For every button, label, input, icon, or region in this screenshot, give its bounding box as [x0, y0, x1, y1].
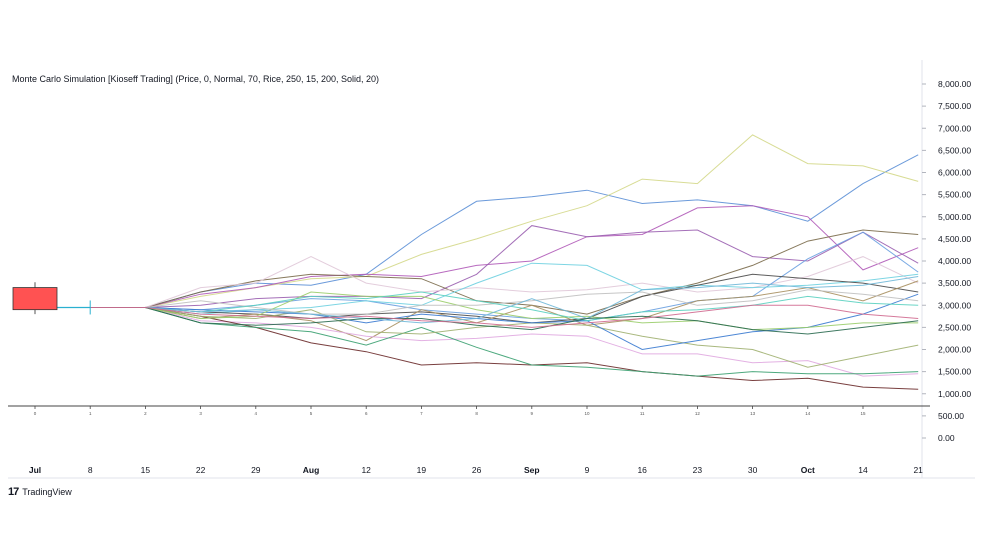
price-candle — [12, 287, 58, 311]
y-tick-label: 7,000.00 — [938, 123, 971, 133]
y-tick-label: 4,000.00 — [938, 256, 971, 266]
y-tick-label: 5,500.00 — [938, 190, 971, 200]
x-date-label: 21 — [913, 465, 923, 475]
step-tick-label: 13 — [750, 411, 756, 416]
step-tick-label: 7 — [420, 411, 423, 416]
x-date-label: Oct — [801, 465, 815, 475]
simulation-path-6 — [90, 256, 919, 308]
tradingview-name: TradingView — [22, 487, 72, 497]
step-tick-label: 2 — [144, 411, 147, 416]
simulation-path-7 — [90, 231, 919, 322]
x-date-label: 30 — [748, 465, 758, 475]
simulation-path-21 — [90, 304, 919, 328]
x-date-label: 22 — [196, 465, 206, 475]
simulation-path-1 — [90, 154, 919, 308]
simulation-path-9 — [90, 273, 919, 324]
step-tick-label: 8 — [475, 411, 478, 416]
y-tick-label: 8,000.00 — [938, 79, 971, 89]
candle-layer — [12, 282, 91, 315]
tradingview-logo: 17 — [8, 486, 19, 498]
step-tick-label: 6 — [365, 411, 368, 416]
step-tick-label: 9 — [531, 411, 534, 416]
tradingview-branding[interactable]: 17 TradingView — [8, 486, 72, 498]
simulation-path-17 — [90, 289, 919, 315]
chart-title: Monte Carlo Simulation [Kioseff Trading]… — [12, 74, 380, 84]
x-date-label: 14 — [858, 465, 868, 475]
step-tick-label: 12 — [695, 411, 701, 416]
y-tick-label: 1,000.00 — [938, 389, 971, 399]
y-tick-label: 0.00 — [938, 433, 955, 443]
x-axis: Jul 8 15 22 29 Aug 12 19 26 Sep 9 16 23 30 Oct 14 21 — [29, 465, 923, 475]
simulation-path-20 — [90, 307, 919, 335]
x-date-label: 29 — [251, 465, 261, 475]
x-date-label: Aug — [303, 465, 320, 475]
step-tick-label: 1 — [89, 411, 92, 416]
step-tick-label: 3 — [199, 411, 202, 416]
y-tick-label: 3,000.00 — [938, 300, 971, 310]
step-tick-label: 14 — [805, 411, 811, 416]
step-tick-label: 5 — [310, 411, 313, 416]
simulation-path-4 — [90, 225, 919, 308]
y-tick-label: 500.00 — [938, 411, 964, 421]
y-tick-label: 1,500.00 — [938, 367, 971, 377]
y-tick-label: 7,500.00 — [938, 101, 971, 111]
x-date-label: 12 — [361, 465, 371, 475]
y-tick-label: 5,000.00 — [938, 212, 971, 222]
simulation-path-2 — [90, 134, 919, 308]
step-tick-label: 4 — [255, 411, 258, 416]
step-tick-label: 15 — [860, 411, 866, 416]
x-date-label: 23 — [693, 465, 703, 475]
x-date-label: Jul — [29, 465, 41, 475]
y-tick-label: 6,500.00 — [938, 145, 971, 155]
y-tick-label: 4,500.00 — [938, 234, 971, 244]
chart-frame-lines — [8, 60, 975, 479]
simulation-path-3 — [90, 205, 919, 308]
step-tick-label: 0 — [34, 411, 37, 416]
y-tick-label: 2,000.00 — [938, 345, 971, 355]
x-date-label: 15 — [141, 465, 151, 475]
simulation-path-18 — [90, 291, 919, 322]
step-axis: 0 1 2 3 4 5 6 7 8 9 10 11 12 13 14 15 — [34, 406, 866, 416]
series-layer — [90, 134, 919, 390]
simulation-path-19 — [90, 276, 919, 324]
x-date-label: 16 — [637, 465, 647, 475]
x-date-label: Sep — [524, 465, 540, 475]
x-date-label: 9 — [585, 465, 590, 475]
x-date-label: 26 — [472, 465, 482, 475]
simulation-path-5 — [90, 229, 919, 315]
y-axis: 8,000.00 7,500.00 7,000.00 6,500.00 6,000.00… — [922, 79, 971, 443]
simulation-path-16 — [90, 291, 919, 331]
y-tick-label: 6,000.00 — [938, 168, 971, 178]
x-date-label: 19 — [417, 465, 427, 475]
simulation-path-13 — [90, 307, 919, 377]
step-tick-label: 11 — [640, 411, 645, 416]
simulation-path-8 — [90, 262, 919, 315]
y-tick-label: 3,500.00 — [938, 278, 971, 288]
step-tick-label: 10 — [584, 411, 590, 416]
y-tick-label: 2,500.00 — [938, 322, 971, 332]
x-date-label: 8 — [88, 465, 93, 475]
simulation-path-12 — [90, 307, 919, 390]
